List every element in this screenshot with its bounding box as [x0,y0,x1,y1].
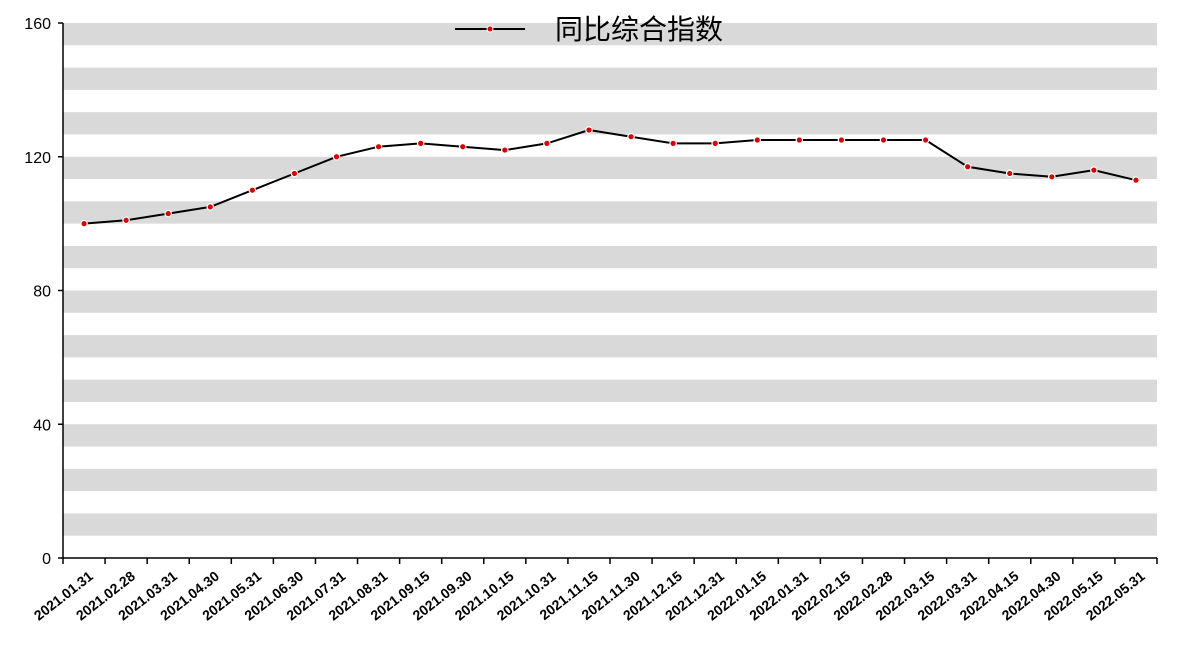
data-point [753,136,762,144]
data-point [80,219,88,228]
data-point [290,169,299,178]
legend: 同比综合指数 [455,13,723,46]
y-tick-label: 0 [42,551,51,568]
grid-band [63,112,1157,135]
grid-band [63,156,1157,180]
grid-band [63,201,1157,224]
data-point [458,142,467,151]
grid-band [63,424,1157,447]
data-point [669,139,677,148]
data-point [248,186,257,194]
data-point [1005,169,1014,178]
data-point [1132,176,1140,184]
data-point [122,216,130,225]
y-tick-label: 120 [24,150,51,167]
grid-band [63,379,1157,402]
legend-marker [486,25,494,33]
data-point [627,132,635,141]
data-point [543,139,551,148]
data-point [1048,173,1056,181]
grid-band [63,23,1157,46]
grid-band [63,290,1157,313]
grid-band [63,468,1157,492]
grid-band [63,335,1157,358]
data-point [837,136,846,144]
y-axis-ticks: 0 40 80 120 160 [24,16,63,568]
data-point [374,142,383,151]
data-point [711,139,719,148]
y-tick-label: 160 [24,16,51,33]
data-point [416,139,425,148]
data-point [501,146,509,154]
grid-band [63,245,1157,269]
legend-label: 同比综合指数 [555,13,723,46]
grid-band [63,67,1157,90]
data-point [921,136,930,144]
y-tick-label: 80 [33,284,51,301]
x-axis-ticks: 2021.01.312021.02.282021.03.312021.04.30… [31,558,1158,624]
data-point [585,126,593,134]
series-layer [80,126,1140,228]
data-point [795,136,804,144]
data-point [1090,166,1098,174]
data-point [963,162,972,171]
data-point [879,136,888,144]
grid-bands [63,23,1157,536]
grid-band [63,513,1157,536]
series-line [83,128,1137,225]
y-tick-label: 40 [33,417,51,434]
data-point [164,209,172,218]
data-point [206,203,215,211]
data-point [332,152,341,161]
